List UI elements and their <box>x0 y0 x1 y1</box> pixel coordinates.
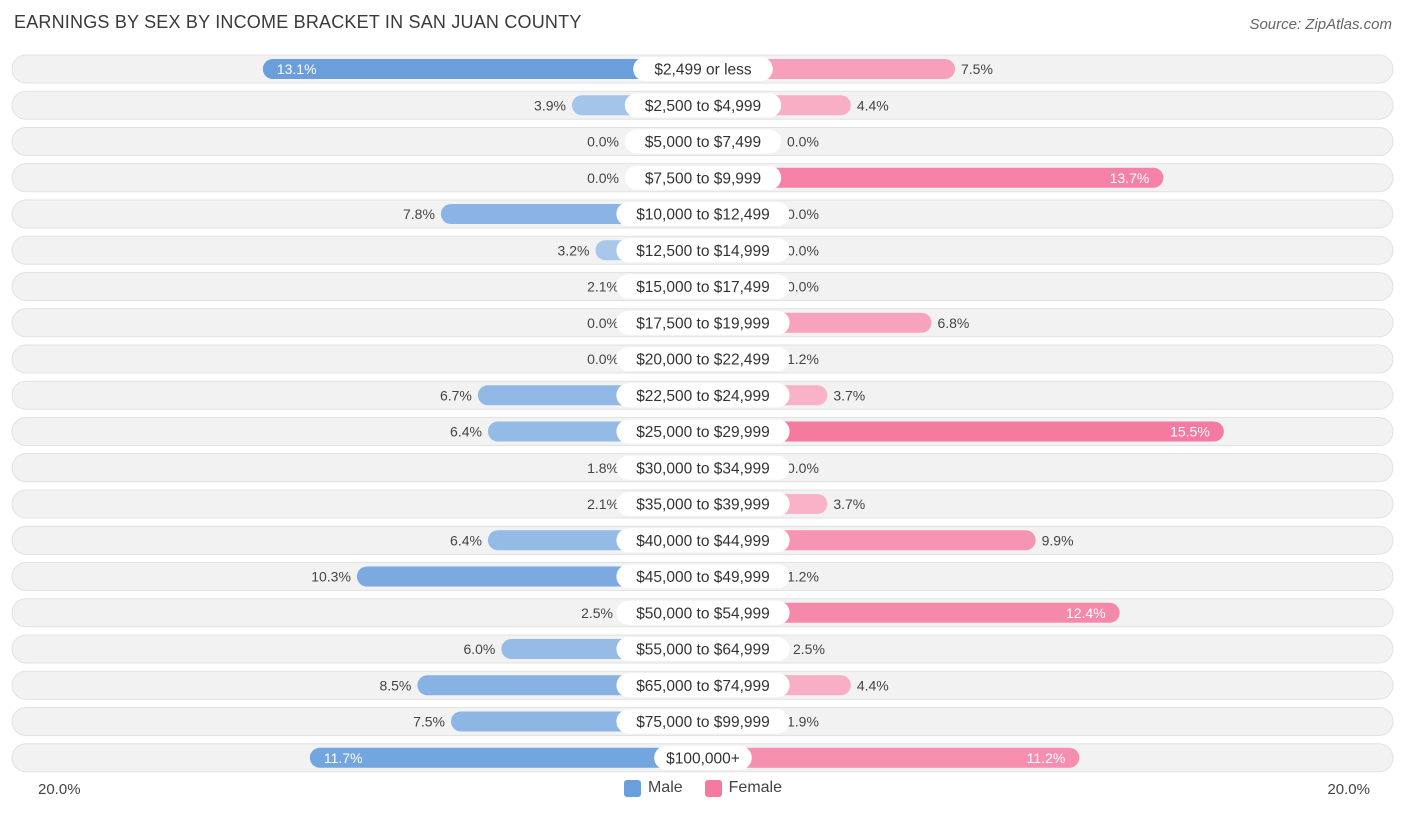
data-label-male: 7.8% <box>403 206 435 222</box>
legend-label-female: Female <box>728 779 783 796</box>
category-label: $25,000 to $29,999 <box>636 424 770 441</box>
category-pill <box>633 57 773 81</box>
bar-female <box>703 747 1080 768</box>
category-label: $35,000 to $39,999 <box>636 497 770 514</box>
category-pill <box>616 274 790 299</box>
category-pill <box>616 383 790 408</box>
data-label-male: 8.5% <box>379 677 411 693</box>
data-label-male: 0.0% <box>587 134 619 150</box>
data-label-female: 1.9% <box>787 714 819 730</box>
category-label: $30,000 to $34,999 <box>636 460 770 477</box>
category-pill <box>616 202 790 226</box>
category-label: $15,000 to $17,499 <box>636 279 770 296</box>
legend-item-female: Female <box>704 779 783 797</box>
bar-female <box>703 167 1164 188</box>
data-label-female: 0.0% <box>787 460 819 476</box>
category-pill <box>616 637 790 661</box>
category-pill <box>624 93 782 118</box>
category-label: $100,000+ <box>666 750 740 767</box>
category-label: $45,000 to $49,999 <box>636 569 770 586</box>
data-label-female: 1.2% <box>787 569 819 585</box>
category-pill <box>616 455 790 480</box>
legend-swatch-male <box>623 779 641 797</box>
bar-male <box>356 566 703 587</box>
data-label-female: 2.5% <box>793 641 825 657</box>
category-label: $22,500 to $24,999 <box>636 388 770 405</box>
data-label-male: 13.1% <box>277 61 317 77</box>
axis-right-label: 20.0% <box>1327 781 1370 798</box>
category-pill <box>616 238 790 263</box>
data-label-male: 1.8% <box>587 460 619 476</box>
bar-female <box>703 602 1120 623</box>
data-label-female: 11.2% <box>1027 750 1066 766</box>
category-pill <box>616 709 790 734</box>
data-label-male: 11.7% <box>324 750 363 766</box>
data-label-female: 9.9% <box>1042 532 1074 548</box>
data-label-male: 2.5% <box>581 605 613 621</box>
data-label-male: 10.3% <box>311 569 351 585</box>
data-label-male: 6.7% <box>440 387 472 403</box>
category-pill <box>654 745 752 770</box>
category-pill <box>616 347 790 371</box>
category-label: $2,500 to $4,999 <box>645 98 761 115</box>
category-label: $75,000 to $99,999 <box>636 714 770 731</box>
bar-male <box>262 59 703 79</box>
category-pill <box>616 564 790 589</box>
data-label-female: 4.4% <box>857 677 889 693</box>
legend-swatch-female <box>704 779 722 797</box>
data-label-male: 6.0% <box>463 641 495 657</box>
data-label-male: 0.0% <box>587 315 619 331</box>
category-pill <box>624 129 782 154</box>
data-label-male: 3.9% <box>534 97 566 113</box>
category-label: $10,000 to $12,499 <box>636 207 770 224</box>
data-label-female: 15.5% <box>1170 424 1210 440</box>
category-label: $20,000 to $22,499 <box>636 352 770 369</box>
data-label-female: 0.0% <box>787 134 819 150</box>
bar-male <box>309 747 703 768</box>
category-label: $2,499 or less <box>654 62 752 79</box>
category-label: $7,500 to $9,999 <box>645 170 761 187</box>
category-pill <box>616 673 790 698</box>
bar-female <box>703 421 1224 442</box>
data-label-male: 0.0% <box>587 170 619 186</box>
data-label-male: 2.1% <box>587 279 619 295</box>
category-label: $65,000 to $74,999 <box>636 678 770 695</box>
data-label-female: 0.0% <box>787 206 819 222</box>
data-label-male: 6.4% <box>450 424 482 440</box>
category-label: $5,000 to $7,499 <box>645 134 761 151</box>
data-label-male: 0.0% <box>587 351 619 367</box>
legend: Male Female <box>0 779 1406 797</box>
data-label-male: 7.5% <box>413 714 445 730</box>
data-label-female: 0.0% <box>787 242 819 258</box>
category-pill <box>616 310 790 335</box>
data-label-female: 6.8% <box>937 315 969 331</box>
data-label-male: 3.2% <box>558 242 590 258</box>
data-label-female: 3.7% <box>833 387 865 403</box>
data-label-male: 6.4% <box>450 532 482 548</box>
category-label: $50,000 to $54,999 <box>636 605 770 622</box>
category-pill <box>624 165 782 190</box>
data-label-male: 2.1% <box>587 496 619 512</box>
category-label: $17,500 to $19,999 <box>636 315 770 332</box>
data-label-female: 12.4% <box>1066 605 1106 621</box>
category-pill <box>616 600 790 625</box>
legend-label-male: Male <box>647 779 683 796</box>
data-label-female: 0.0% <box>787 279 819 295</box>
chart-source: Source: ZipAtlas.com <box>1249 16 1392 33</box>
category-pill <box>616 419 790 444</box>
data-label-female: 4.4% <box>857 97 889 113</box>
legend-item-male: Male <box>623 779 683 797</box>
chart-title: EARNINGS BY SEX BY INCOME BRACKET IN SAN… <box>14 12 582 32</box>
axis-left-label: 20.0% <box>38 781 81 798</box>
category-pill <box>616 492 790 516</box>
category-label: $12,500 to $14,999 <box>636 243 770 260</box>
data-label-female: 1.2% <box>787 351 819 367</box>
category-pill <box>616 528 790 553</box>
data-label-female: 13.7% <box>1110 170 1150 186</box>
category-label: $40,000 to $44,999 <box>636 533 770 550</box>
data-label-female: 7.5% <box>961 61 993 77</box>
category-label: $55,000 to $64,999 <box>636 642 770 659</box>
data-label-female: 3.7% <box>833 496 865 512</box>
